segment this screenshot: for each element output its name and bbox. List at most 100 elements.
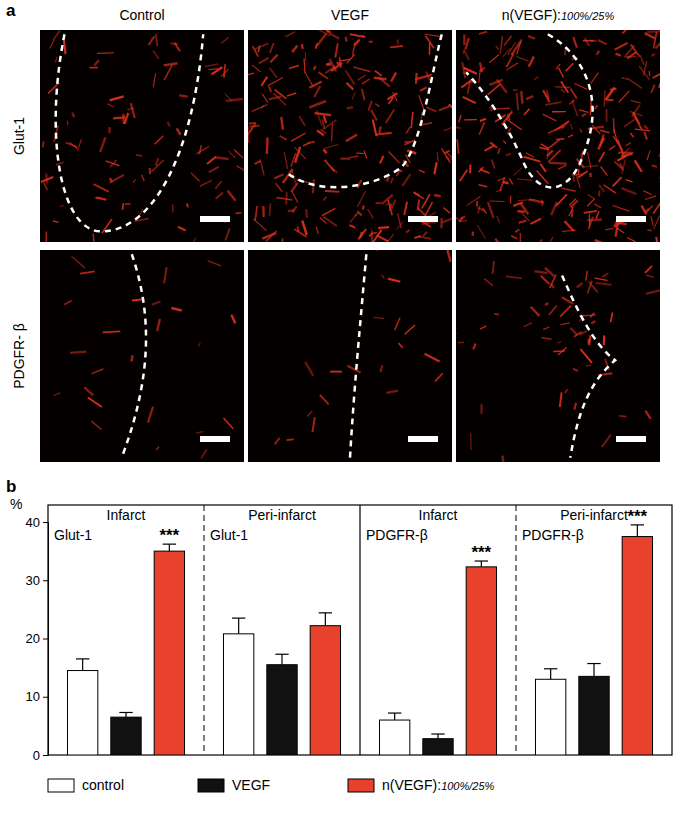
image-fiber bbox=[598, 40, 607, 44]
image-fiber bbox=[347, 54, 355, 63]
bars bbox=[68, 525, 653, 755]
image-fiber bbox=[398, 343, 402, 348]
image-fiber bbox=[372, 230, 382, 242]
image-fiber bbox=[274, 174, 283, 178]
image-fiber bbox=[545, 303, 549, 305]
image-fiber bbox=[562, 123, 568, 130]
image-fiber bbox=[489, 55, 498, 63]
image-fiber bbox=[500, 36, 502, 54]
image-fiber bbox=[70, 142, 78, 148]
row-title: Glut-1 bbox=[11, 117, 27, 155]
error-stem bbox=[325, 613, 326, 626]
image-fiber bbox=[659, 144, 660, 157]
image-background bbox=[456, 250, 660, 462]
image-fiber bbox=[231, 315, 235, 324]
image-fiber bbox=[614, 161, 623, 170]
image-fiber bbox=[426, 107, 436, 111]
image-fiber bbox=[308, 142, 315, 143]
legend-swatch bbox=[48, 779, 74, 792]
image-fiber bbox=[375, 104, 379, 107]
image-fiber bbox=[164, 63, 178, 65]
image-fiber bbox=[269, 86, 271, 92]
image-fiber bbox=[419, 95, 425, 110]
image-fiber bbox=[442, 217, 452, 223]
image-fiber bbox=[157, 319, 160, 331]
image-fiber bbox=[511, 41, 521, 55]
image-fiber bbox=[326, 30, 329, 33]
image-fiber bbox=[200, 180, 212, 186]
image-fiber bbox=[639, 125, 642, 130]
image-fiber bbox=[259, 58, 269, 63]
image-fiber bbox=[368, 209, 374, 219]
image-fiber bbox=[479, 185, 488, 187]
image-fiber bbox=[569, 198, 576, 205]
image-fiber bbox=[371, 233, 377, 234]
image-fiber bbox=[569, 207, 573, 216]
tick: 40 bbox=[26, 515, 48, 530]
image-fiber bbox=[479, 69, 481, 83]
image-fiber bbox=[72, 113, 74, 118]
image-fiber bbox=[378, 77, 389, 86]
image-fiber bbox=[248, 73, 254, 75]
image-fiber bbox=[464, 68, 477, 74]
error-bar bbox=[76, 659, 89, 671]
image-texture bbox=[456, 261, 660, 462]
image-fiber bbox=[651, 54, 655, 56]
image-fiber bbox=[599, 185, 604, 192]
image-fiber bbox=[70, 352, 86, 353]
image-fiber bbox=[479, 122, 484, 135]
image-fiber bbox=[660, 176, 661, 178]
image-fiber bbox=[177, 128, 181, 135]
image-fiber bbox=[208, 68, 222, 69]
image-fiber bbox=[644, 132, 647, 140]
image-fiber bbox=[379, 126, 380, 133]
region-outline bbox=[350, 254, 366, 458]
image-fiber bbox=[100, 137, 105, 152]
image-fiber bbox=[590, 313, 594, 317]
region-outline bbox=[562, 275, 615, 457]
image-fiber bbox=[196, 432, 203, 433]
image-fiber bbox=[589, 335, 590, 345]
image-fiber bbox=[595, 240, 607, 242]
image-fiber bbox=[56, 162, 64, 165]
image-fiber bbox=[573, 37, 577, 48]
error-cap bbox=[544, 668, 557, 669]
image-fiber bbox=[509, 178, 512, 184]
image-fiber bbox=[582, 114, 586, 117]
error-bar bbox=[275, 654, 288, 664]
image-fiber bbox=[495, 108, 510, 109]
image-fiber bbox=[647, 151, 650, 160]
image-background bbox=[40, 30, 244, 242]
image-fiber bbox=[64, 40, 66, 54]
image-fiber bbox=[591, 321, 595, 324]
image-fiber bbox=[270, 43, 274, 53]
image-fiber bbox=[225, 94, 232, 101]
image-fiber bbox=[549, 162, 567, 165]
legend-entry: VEGF bbox=[198, 777, 270, 793]
image-fiber bbox=[497, 178, 505, 181]
axis-title: % bbox=[10, 496, 22, 512]
image-fiber bbox=[615, 43, 628, 50]
image-fiber bbox=[252, 105, 268, 112]
region-outline bbox=[466, 34, 592, 187]
image-fiber bbox=[489, 80, 502, 85]
column-title: VEGF bbox=[331, 7, 369, 23]
image-fiber bbox=[647, 30, 660, 33]
region-outline bbox=[289, 34, 442, 187]
image-fiber bbox=[425, 34, 442, 36]
image-fiber bbox=[228, 191, 236, 201]
image-fiber bbox=[558, 348, 566, 355]
image-fiber bbox=[178, 227, 186, 231]
image-fiber bbox=[577, 283, 583, 287]
image-fiber bbox=[561, 188, 575, 191]
image-fiber bbox=[191, 238, 196, 242]
image-fiber bbox=[551, 284, 554, 288]
image-fiber bbox=[588, 152, 591, 169]
image-fiber bbox=[618, 152, 633, 155]
annotation: *** bbox=[471, 543, 491, 562]
error-cap bbox=[388, 712, 401, 713]
image-fiber bbox=[377, 235, 389, 241]
image-fiber bbox=[234, 150, 243, 158]
image-fiber bbox=[215, 157, 229, 159]
image-fiber bbox=[388, 97, 393, 104]
